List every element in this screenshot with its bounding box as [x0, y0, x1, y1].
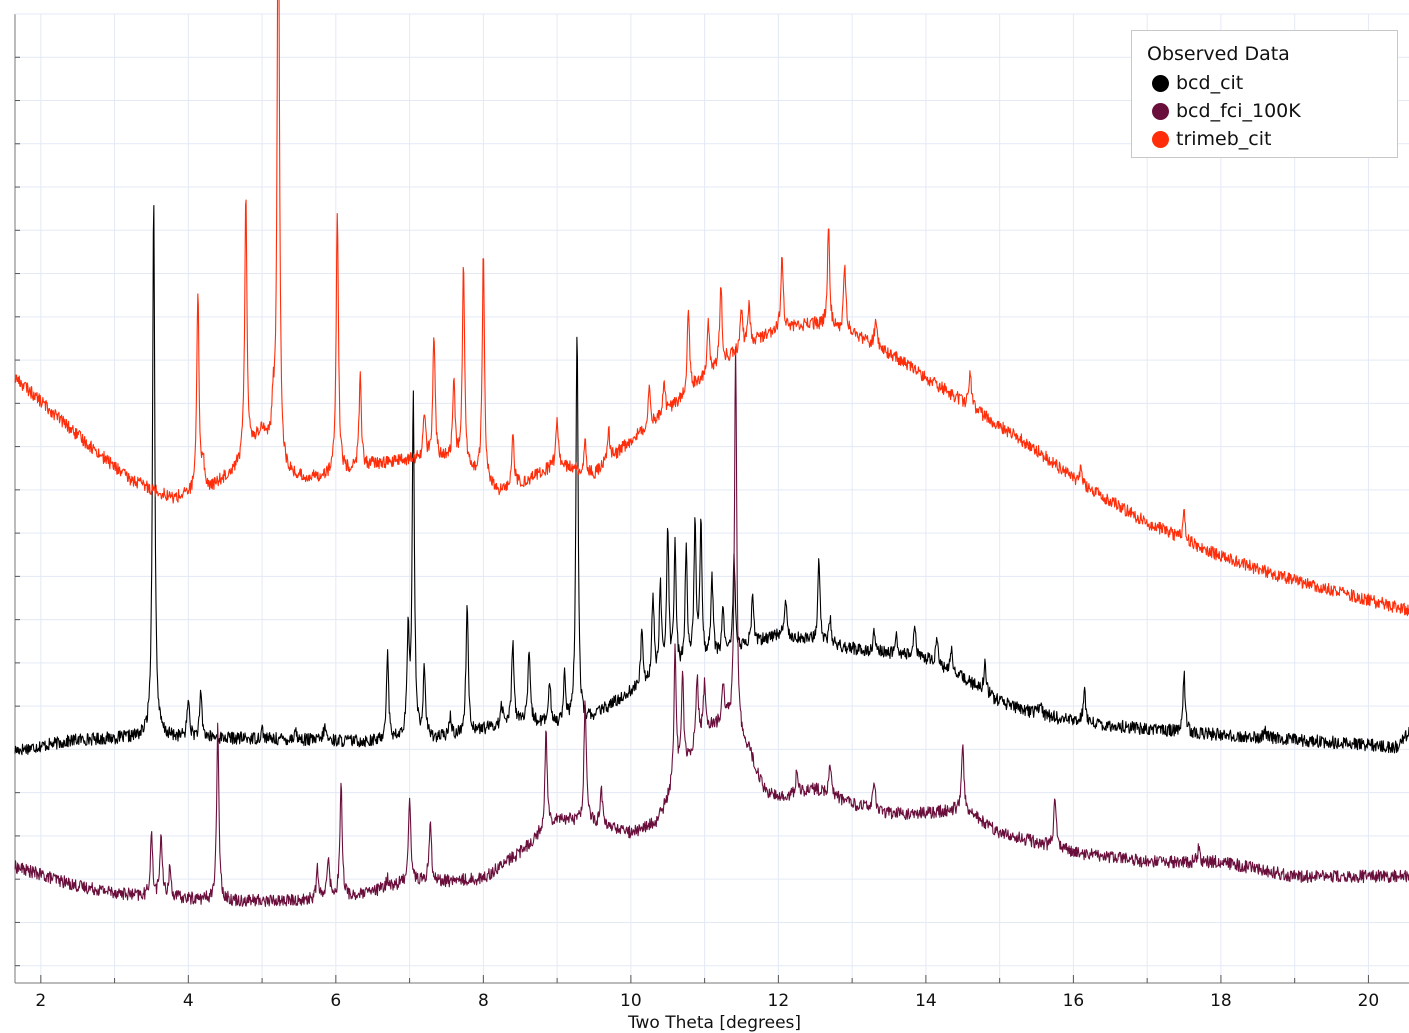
series-line-trimeb-cit — [14, 0, 1409, 617]
series-line-bcd-cit — [14, 205, 1409, 756]
x-tick-label-4: 4 — [183, 991, 194, 1011]
legend-label-bcd-fci-100k: bcd_fci_100K — [1176, 100, 1301, 122]
legend-marker-bcd-fci-100k — [1152, 102, 1169, 120]
x-axis-label-text: Two Theta [degrees] — [627, 1013, 802, 1033]
x-axis-label: Two Theta [degrees] — [0, 1013, 1409, 1033]
legend-item-bcd-fci-100k: bcd_fci_100K — [1152, 99, 1301, 123]
x-tick-label-10: 10 — [620, 991, 642, 1011]
legend-label-bcd-cit: bcd_cit — [1176, 72, 1244, 94]
plot-frame — [14, 13, 1409, 984]
legend-item-bcd-cit: bcd_cit — [1152, 71, 1243, 95]
legend-item-trimeb-cit: trimeb_cit — [1152, 127, 1271, 151]
series-line-bcd-fci-100k — [14, 346, 1409, 907]
y-axis-ticks — [15, 56, 20, 967]
x-tick-label-12: 12 — [768, 991, 790, 1011]
vertical-gridlines — [40, 14, 1369, 983]
legend-marker-trimeb-cit — [1152, 130, 1169, 148]
x-tick-label-16: 16 — [1063, 991, 1085, 1011]
legend-label-trimeb-cit: trimeb_cit — [1176, 128, 1272, 150]
legend-title: Observed Data — [1147, 43, 1290, 65]
x-axis-ticks: 2 4 6 8 10 12 14 16 18 20 — [35, 975, 1379, 1011]
x-tick-label-8: 8 — [478, 991, 489, 1011]
x-tick-label-20: 20 — [1358, 991, 1380, 1011]
legend: Observed Data bcd_cit bcd_fci_100K trime… — [1131, 30, 1398, 158]
x-tick-label-6: 6 — [330, 991, 341, 1011]
x-tick-label-2: 2 — [35, 991, 46, 1011]
horizontal-gridlines — [15, 56, 1409, 967]
x-tick-label-18: 18 — [1210, 991, 1232, 1011]
x-tick-label-14: 14 — [915, 991, 937, 1011]
series-lines — [14, 0, 1409, 907]
legend-marker-bcd-cit — [1152, 74, 1169, 92]
